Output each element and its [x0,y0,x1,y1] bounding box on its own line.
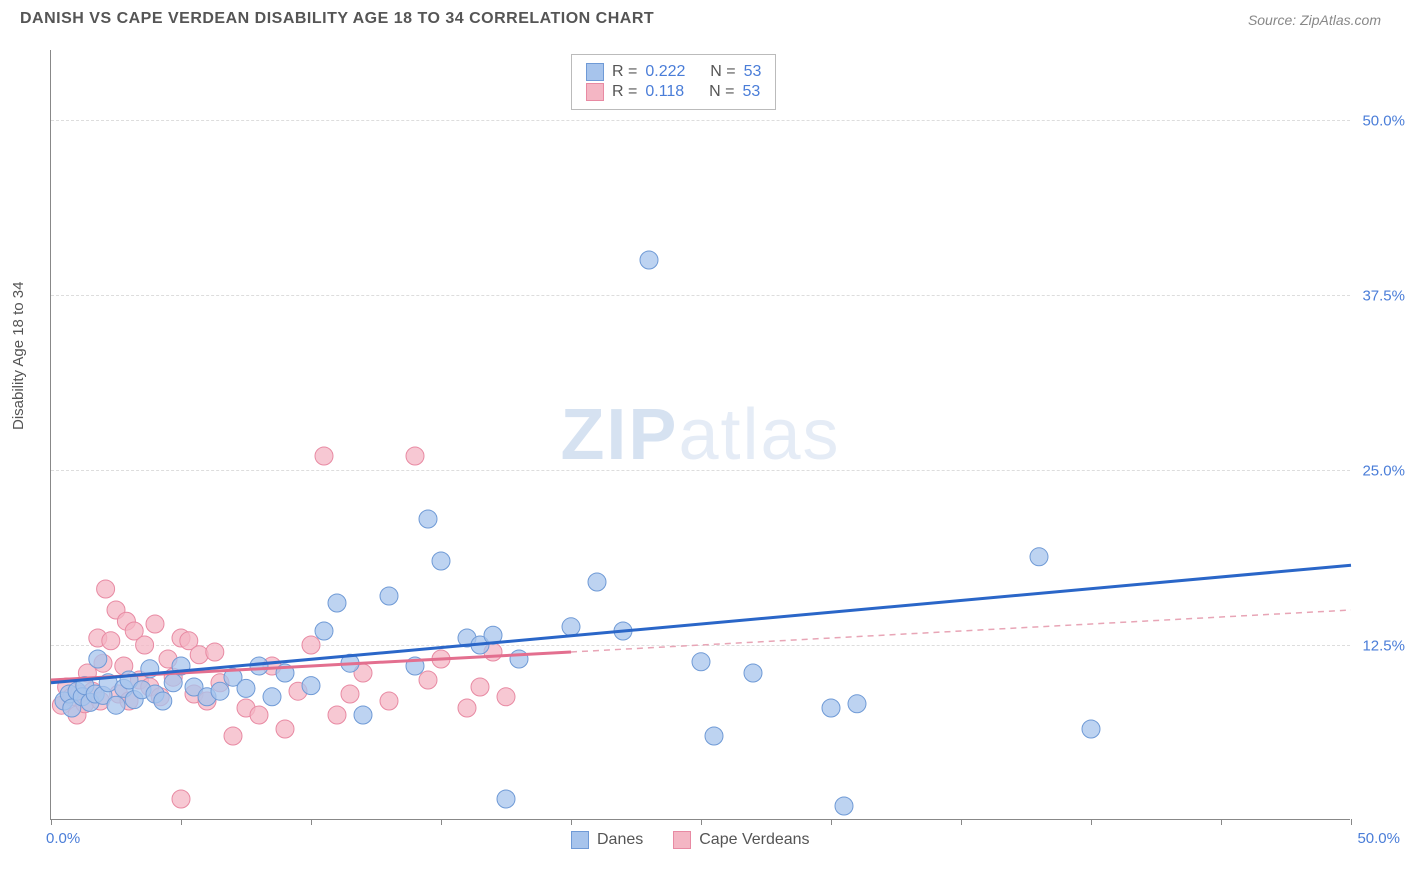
page-title: DANISH VS CAPE VERDEAN DISABILITY AGE 18… [20,10,654,27]
y-axis-label: Disability Age 18 to 34 [10,282,27,430]
r-label: R = [612,83,637,101]
legend-item-cape-verdeans: Cape Verdeans [673,831,809,849]
y-tick-label: 50.0% [1362,113,1405,130]
y-tick-label: 12.5% [1362,638,1405,655]
swatch-cape-verdeans-bottom [673,831,691,849]
legend-row-cape-verdeans: R = 0.118 N = 53 [586,83,761,101]
chart-area: ZIPatlas 12.5%25.0%37.5%50.0% 0.0% 50.0%… [50,50,1350,820]
legend-label-danes: Danes [597,831,643,849]
n-value-cape-verdeans: 53 [742,83,760,101]
r-value-cape-verdeans: 0.118 [645,83,684,101]
swatch-danes [586,63,604,81]
swatch-cape-verdeans [586,83,604,101]
y-tick-label: 25.0% [1362,463,1405,480]
x-axis-max-label: 50.0% [1357,830,1400,847]
correlation-legend: R = 0.222 N = 53 R = 0.118 N = 53 [571,54,776,110]
source-prefix: Source: [1248,12,1300,28]
y-tick-label: 37.5% [1362,288,1405,305]
n-label: N = [710,63,735,81]
legend-label-cape-verdeans: Cape Verdeans [699,831,809,849]
legend-item-danes: Danes [571,831,643,849]
x-axis-min-label: 0.0% [46,830,80,847]
n-label: N = [709,83,734,101]
source-attribution: Source: ZipAtlas.com [1248,12,1381,28]
swatch-danes-bottom [571,831,589,849]
r-value-danes: 0.222 [645,63,685,81]
n-value-danes: 53 [744,63,762,81]
legend-row-danes: R = 0.222 N = 53 [586,63,761,81]
r-label: R = [612,63,637,81]
scatter-plot-svg [51,50,1350,819]
source-name: ZipAtlas.com [1300,12,1381,28]
series-legend: Danes Cape Verdeans [571,831,810,849]
